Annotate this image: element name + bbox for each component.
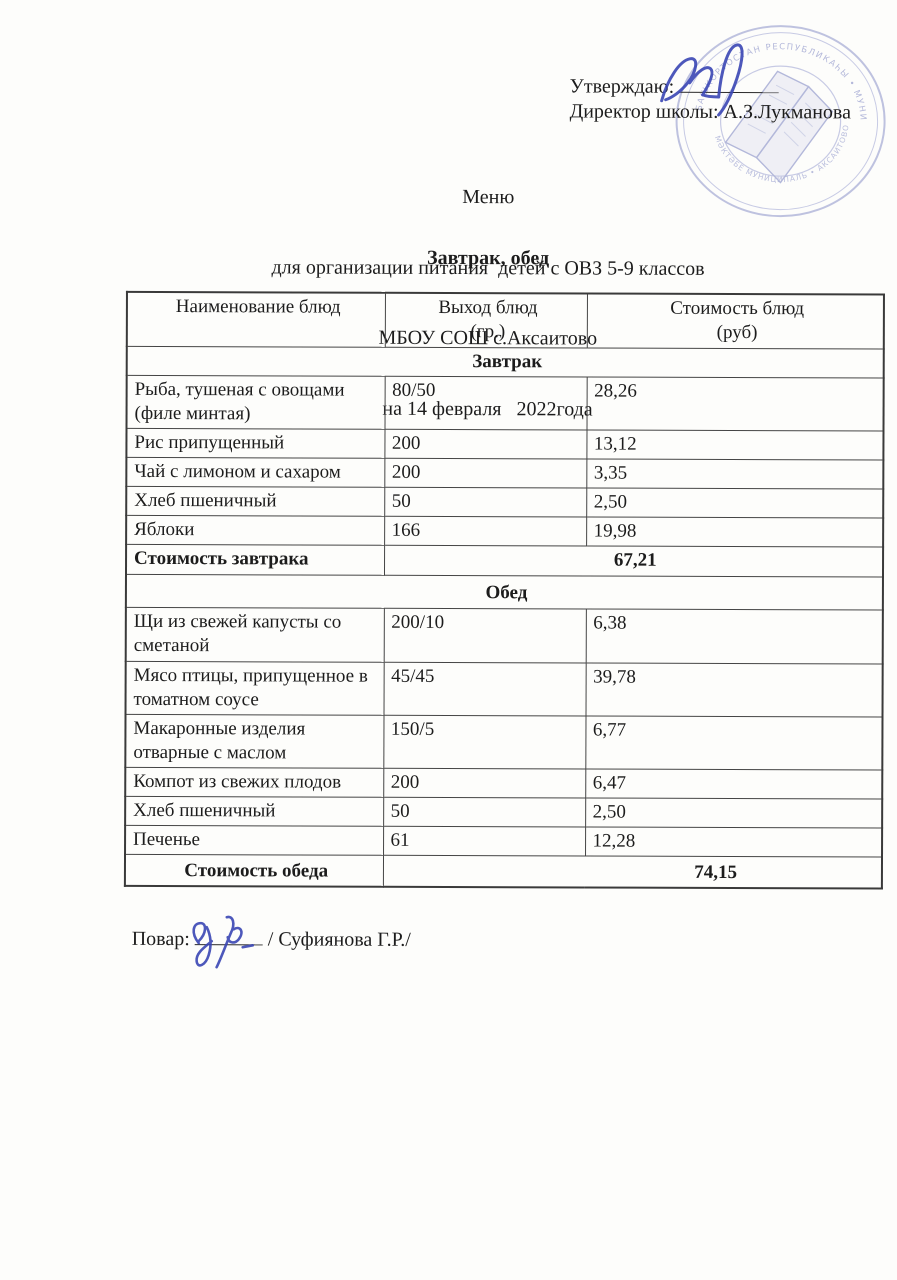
section-name: Завтрак [126,345,884,378]
section-row-breakfast: Завтрак [126,345,884,378]
menu-table: Наименование блюд Выход блюд (гр.) Стоим… [123,290,885,890]
output-cell: 61 [383,825,586,856]
menu-row: Рис припущенный 200 13,12 [126,427,884,460]
dish-cell: Хлеб пшеничный [125,795,384,826]
meals-subtitle: Завтрак, обед [427,246,550,270]
column-header-output: Выход блюд (гр.) [384,292,587,348]
cost-cell: 12,28 [585,826,883,857]
menu-row: Печенье 61 12,28 [125,824,883,857]
menu-row: Мясо птицы, припущенное в томатном соусе… [125,660,883,717]
section-row-lunch: Обед [125,573,883,610]
title-line-1: Меню [462,186,515,209]
dish-cell: Макаронные изделия отварные с маслом [125,713,384,768]
total-row-breakfast: Стоимость завтрака 67,21 [125,543,884,577]
stamp-outer-ring [675,25,886,218]
dish-cell: Чай с лимоном и сахаром [126,456,385,487]
dish-cell: Щи из свежей капусты со сметаной [125,606,384,662]
cost-cell: 6,77 [585,715,883,770]
dish-cell: Печенье [125,824,384,855]
school-stamp-icon: БАШКОРТОСТАН РЕСПУБЛИКАҺЫ • МУНИЦИПАЛЬ Р… [663,13,886,218]
cook-block: Повар: / Суфиянова Г.Р./ [132,928,411,952]
cost-cell: 3,35 [586,458,884,489]
dish-cell: Яблоки [126,514,385,545]
menu-row: Хлеб пшеничный 50 2,50 [125,795,883,828]
output-cell: 150/5 [383,714,586,769]
menu-row: Яблоки 166 19,98 [126,514,884,547]
total-label: Стоимость завтрака [125,543,385,575]
director-signature [660,43,744,117]
menu-row: Щи из свежей капусты со сметаной 200/10 … [125,606,883,664]
output-cell: 50 [383,796,586,827]
total-value: 67,21 [383,544,884,577]
output-cell: 50 [384,486,587,517]
total-value: 74,15 [382,854,883,889]
menu-row: Компот из свежих плодов 200 6,47 [125,766,883,799]
cost-cell: 28,26 [586,376,884,431]
total-label: Стоимость обеда [124,853,384,887]
section-name: Обед [125,573,883,610]
cost-cell: 6,38 [585,608,883,664]
output-cell: 80/50 [384,375,587,430]
open-book-icon [724,70,834,184]
dish-cell: Хлеб пшеничный [126,485,385,516]
menu-row: Рыба, тушеная с овощами (филе минтая) 80… [126,374,884,431]
output-cell: 200 [384,457,587,488]
output-cell: 200 [384,428,587,459]
cost-cell: 39,78 [585,662,883,717]
cost-cell: 2,50 [585,797,883,828]
dish-cell: Рис припущенный [126,427,385,458]
output-cell: 200/10 [383,607,586,663]
cook-name: / Суфиянова Г.Р./ [267,928,411,951]
cost-cell: 19,98 [586,516,884,547]
output-cell: 166 [384,515,587,546]
column-header-dish: Наименование блюд [126,291,385,347]
dish-cell: Рыба, тушеная с овощами (филе минтая) [126,374,385,429]
cook-signature [192,915,254,969]
menu-row: Чай с лимоном и сахаром 200 3,35 [126,456,884,489]
output-cell: 200 [383,767,586,798]
output-cell: 45/45 [383,661,586,716]
menu-row: Хлеб пшеничный 50 2,50 [126,485,884,518]
stamp-inner-ring [719,65,842,177]
header-row: Наименование блюд Выход блюд (гр.) Стоим… [126,291,884,349]
cost-cell: 2,50 [586,487,884,518]
menu-row: Макаронные изделия отварные с маслом 150… [125,713,883,770]
cost-cell: 13,12 [586,429,884,460]
column-header-cost: Стоимость блюд (руб) [586,293,884,349]
cost-cell: 6,47 [585,768,883,799]
dish-cell: Мясо птицы, припущенное в томатном соусе [125,660,384,715]
dish-cell: Компот из свежих плодов [125,766,384,797]
total-row-lunch: Стоимость обеда 74,15 [124,853,883,889]
